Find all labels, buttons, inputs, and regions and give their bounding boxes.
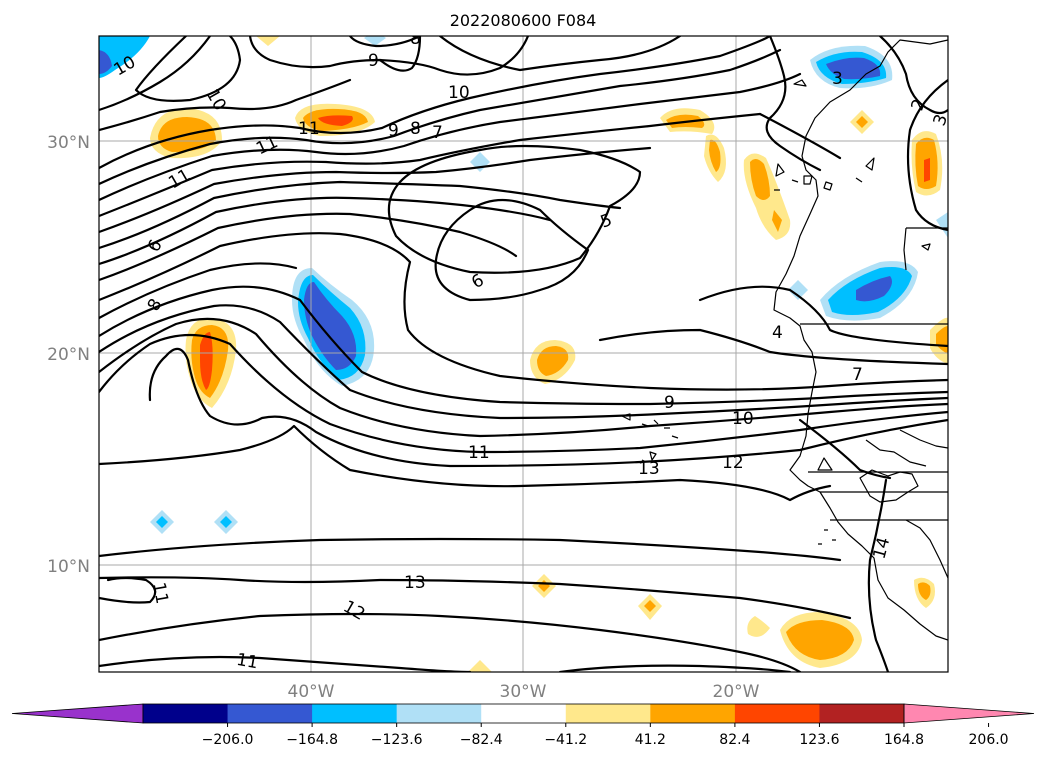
contour-label: 9 xyxy=(368,51,379,71)
lat-label-10n: 10°N xyxy=(47,557,90,577)
latitude-labels: 30°N 20°N 10°N xyxy=(47,133,90,577)
lon-label-20w: 20°W xyxy=(713,682,760,702)
colorbar-segment xyxy=(396,704,482,723)
colorbar-tick-label: 164.8 xyxy=(884,732,924,748)
colorbar-outline xyxy=(142,703,905,724)
longitude-labels: 40°W 30°W 20°W xyxy=(288,682,760,702)
colorbar-tick-label: −206.0 xyxy=(202,732,254,748)
contour-label: 7 xyxy=(852,365,863,385)
lon-label-40w: 40°W xyxy=(288,682,335,702)
lat-label-30n: 30°N xyxy=(47,133,90,153)
colorbar-extend-high xyxy=(903,703,1035,724)
colorbar-tick-label: −164.8 xyxy=(286,732,338,748)
contour-label: 10 xyxy=(732,409,754,429)
lat-label-20n: 20°N xyxy=(47,345,90,365)
colorbar-segment xyxy=(227,704,313,723)
colorbar-segment xyxy=(819,704,905,723)
contour-label: 11 xyxy=(148,581,171,606)
colorbar-segment xyxy=(565,704,651,723)
contour-label: 13 xyxy=(638,459,660,479)
map-title: 2022080600 F084 xyxy=(450,11,597,30)
contour-label: 11 xyxy=(298,119,320,139)
contour-label: 4 xyxy=(772,323,783,343)
colorbar-tick-label: 206.0 xyxy=(969,732,1009,748)
contour-lines xyxy=(99,36,948,672)
colorbar-tick-label: −41.2 xyxy=(544,732,587,748)
colorbar-tick-label: −82.4 xyxy=(460,732,503,748)
contour-label: 9 xyxy=(388,121,399,141)
colorbar-tick-label: 41.2 xyxy=(635,732,666,748)
coastlines xyxy=(621,36,948,641)
map-panel: 10 10 9 8 10 11 9 8 7 11 11 6 8 5 6 4 7 … xyxy=(99,29,952,673)
contour-label: 8 xyxy=(410,29,421,49)
contour-label: 3 xyxy=(930,112,952,129)
map-frame xyxy=(98,35,949,673)
contour-label: 12 xyxy=(722,453,744,473)
colorbar-tick-label: −123.6 xyxy=(371,732,423,748)
contour-label: 7 xyxy=(432,123,443,143)
colorbar-extend-low xyxy=(11,703,144,724)
contour-label: 9 xyxy=(664,393,675,413)
colorbar: −206.0 −164.8 −123.6 −82.4 −41.2 41.2 82.4 123.… xyxy=(11,703,1035,748)
contour-label: 11 xyxy=(468,443,490,463)
colorbar-segment xyxy=(734,704,820,723)
contour-label: 3 xyxy=(832,69,843,89)
colorbar-tick-label: 82.4 xyxy=(719,732,750,748)
colorbar-segment xyxy=(143,704,229,723)
colorbar-segment xyxy=(481,704,567,723)
contour-label: 10 xyxy=(448,83,470,103)
colorbar-tick-label: 123.6 xyxy=(799,732,839,748)
colorbar-segment xyxy=(650,704,736,723)
contour-label: 13 xyxy=(404,573,426,593)
lon-label-30w: 30°W xyxy=(500,682,547,702)
anomaly-fills xyxy=(99,36,948,672)
contour-label: 11 xyxy=(235,650,260,673)
colorbar-segment xyxy=(312,704,398,723)
contour-label: 8 xyxy=(410,119,421,139)
